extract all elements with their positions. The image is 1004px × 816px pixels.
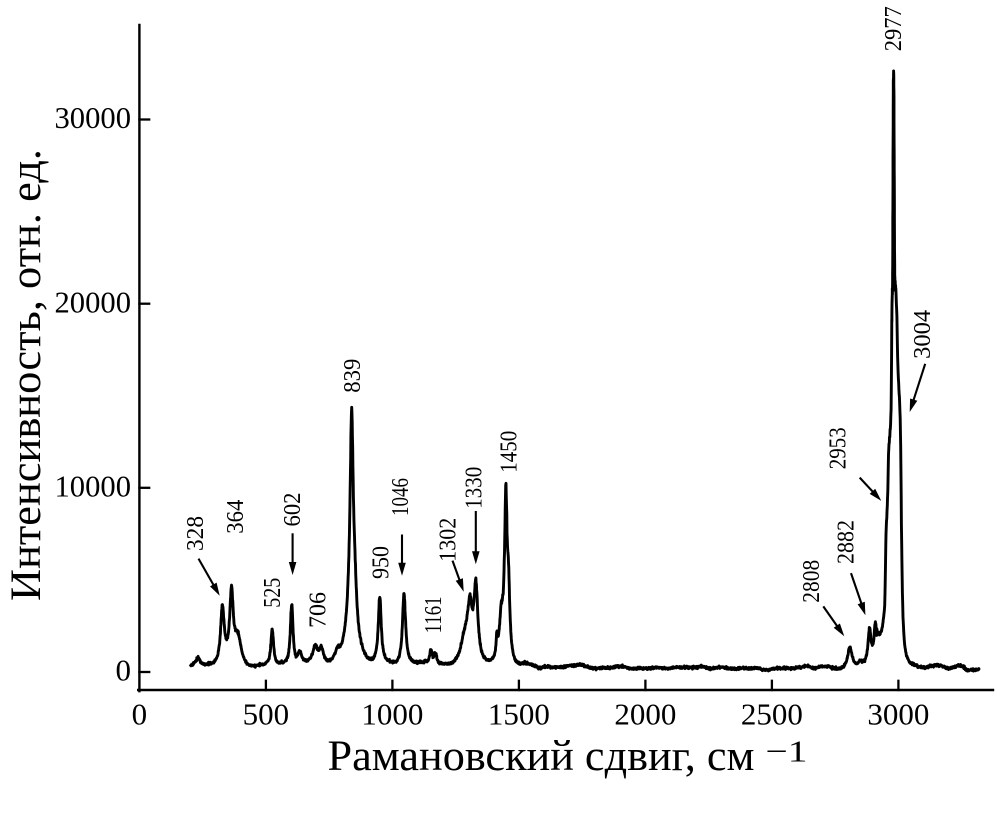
svg-text:328: 328	[182, 516, 209, 551]
svg-text:706: 706	[305, 592, 332, 628]
svg-text:1000: 1000	[361, 697, 423, 732]
svg-text:364: 364	[222, 500, 249, 534]
svg-text:−1: −1	[766, 735, 808, 769]
svg-text:2000: 2000	[614, 697, 676, 732]
svg-text:2953: 2953	[825, 427, 852, 469]
svg-text:2882: 2882	[832, 520, 859, 564]
svg-text:1330: 1330	[461, 467, 488, 509]
svg-text:0: 0	[132, 697, 148, 732]
svg-text:20000: 20000	[55, 284, 132, 319]
svg-text:950: 950	[367, 546, 394, 579]
svg-text:2808: 2808	[798, 560, 825, 603]
svg-text:2977: 2977	[880, 6, 907, 51]
svg-text:525: 525	[259, 578, 286, 608]
svg-text:1046: 1046	[387, 478, 414, 516]
svg-text:602: 602	[279, 493, 306, 527]
svg-text:500: 500	[243, 697, 290, 732]
svg-text:1450: 1450	[496, 431, 523, 473]
svg-text:1302: 1302	[434, 518, 461, 562]
svg-text:1500: 1500	[488, 697, 550, 732]
svg-text:Интенсивность, отн. ед.: Интенсивность, отн. ед.	[2, 149, 50, 601]
svg-text:3000: 3000	[867, 697, 929, 732]
svg-text:3004: 3004	[909, 310, 936, 359]
svg-text:0: 0	[116, 653, 132, 688]
svg-text:1161: 1161	[420, 596, 447, 633]
svg-text:Рамановский сдвиг, см: Рамановский сдвиг, см	[328, 732, 755, 780]
svg-text:10000: 10000	[55, 469, 132, 504]
svg-text:839: 839	[339, 359, 366, 393]
svg-text:30000: 30000	[55, 100, 132, 135]
svg-text:2500: 2500	[741, 697, 803, 732]
